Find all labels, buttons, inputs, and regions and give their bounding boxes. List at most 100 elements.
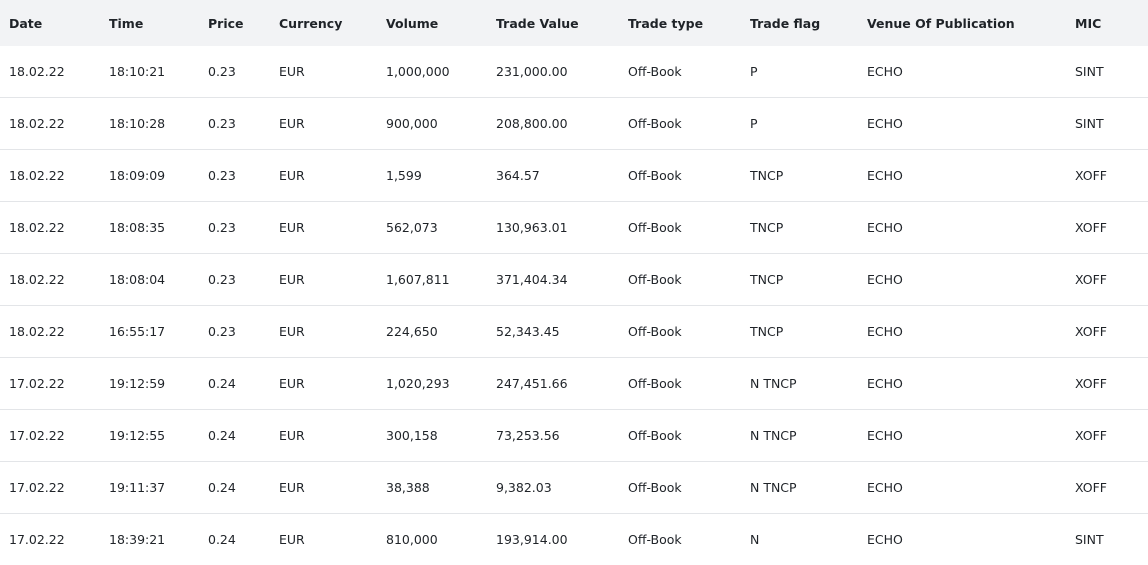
trade-flag-cell: P <box>741 98 858 150</box>
trade-type-cell: Off-Book <box>619 150 741 202</box>
trade-value-cell: 247,451.66 <box>487 358 619 410</box>
price-cell: 0.23 <box>199 306 270 358</box>
venue-cell: ECHO <box>858 150 1075 202</box>
currency-cell: EUR <box>270 410 377 462</box>
price-cell: 0.23 <box>199 202 270 254</box>
trade-flag-cell: TNCP <box>741 254 858 306</box>
mic-cell: XOFF <box>1075 462 1148 514</box>
mic-cell: XOFF <box>1075 150 1148 202</box>
currency-cell: EUR <box>270 150 377 202</box>
time-cell: 19:12:59 <box>100 358 199 410</box>
venue-cell: ECHO <box>858 410 1075 462</box>
time-cell: 16:55:17 <box>100 306 199 358</box>
table-header-row: Date Time Price Currency Volume Trade Va… <box>0 0 1148 46</box>
column-header-trade-flag[interactable]: Trade flag <box>741 0 858 46</box>
time-cell: 18:39:21 <box>100 514 199 565</box>
volume-cell: 1,020,293 <box>377 358 487 410</box>
column-header-currency[interactable]: Currency <box>270 0 377 46</box>
time-cell: 19:12:55 <box>100 410 199 462</box>
column-header-volume[interactable]: Volume <box>377 0 487 46</box>
column-header-venue-of-publication[interactable]: Venue Of Publication <box>858 0 1075 46</box>
mic-cell: XOFF <box>1075 410 1148 462</box>
volume-cell: 224,650 <box>377 306 487 358</box>
column-header-time[interactable]: Time <box>100 0 199 46</box>
trade-value-cell: 9,382.03 <box>487 462 619 514</box>
currency-cell: EUR <box>270 98 377 150</box>
currency-cell: EUR <box>270 514 377 565</box>
date-cell: 18.02.22 <box>0 202 100 254</box>
trade-value-cell: 52,343.45 <box>487 306 619 358</box>
price-cell: 0.23 <box>199 254 270 306</box>
trade-flag-cell: TNCP <box>741 306 858 358</box>
price-cell: 0.24 <box>199 410 270 462</box>
volume-cell: 1,607,811 <box>377 254 487 306</box>
price-cell: 0.23 <box>199 150 270 202</box>
column-header-date[interactable]: Date <box>0 0 100 46</box>
currency-cell: EUR <box>270 46 377 98</box>
venue-cell: ECHO <box>858 46 1075 98</box>
column-header-trade-value[interactable]: Trade Value <box>487 0 619 46</box>
trade-type-cell: Off-Book <box>619 514 741 565</box>
currency-cell: EUR <box>270 254 377 306</box>
date-cell: 18.02.22 <box>0 150 100 202</box>
price-cell: 0.24 <box>199 514 270 565</box>
price-cell: 0.24 <box>199 358 270 410</box>
trade-type-cell: Off-Book <box>619 358 741 410</box>
trade-value-cell: 130,963.01 <box>487 202 619 254</box>
volume-cell: 300,158 <box>377 410 487 462</box>
column-header-price[interactable]: Price <box>199 0 270 46</box>
date-cell: 18.02.22 <box>0 46 100 98</box>
date-cell: 18.02.22 <box>0 98 100 150</box>
date-cell: 17.02.22 <box>0 462 100 514</box>
volume-cell: 1,000,000 <box>377 46 487 98</box>
date-cell: 17.02.22 <box>0 514 100 565</box>
trade-value-cell: 208,800.00 <box>487 98 619 150</box>
mic-cell: SINT <box>1075 98 1148 150</box>
venue-cell: ECHO <box>858 514 1075 565</box>
trade-type-cell: Off-Book <box>619 254 741 306</box>
mic-cell: XOFF <box>1075 358 1148 410</box>
trade-flag-cell: N <box>741 514 858 565</box>
trade-value-cell: 371,404.34 <box>487 254 619 306</box>
volume-cell: 900,000 <box>377 98 487 150</box>
trade-type-cell: Off-Book <box>619 46 741 98</box>
price-cell: 0.23 <box>199 46 270 98</box>
column-header-trade-type[interactable]: Trade type <box>619 0 741 46</box>
trade-type-cell: Off-Book <box>619 306 741 358</box>
price-cell: 0.23 <box>199 98 270 150</box>
volume-cell: 810,000 <box>377 514 487 565</box>
volume-cell: 562,073 <box>377 202 487 254</box>
time-cell: 18:08:35 <box>100 202 199 254</box>
venue-cell: ECHO <box>858 98 1075 150</box>
trade-type-cell: Off-Book <box>619 98 741 150</box>
column-header-mic[interactable]: MIC <box>1075 0 1148 46</box>
trade-value-cell: 231,000.00 <box>487 46 619 98</box>
trade-flag-cell: N TNCP <box>741 462 858 514</box>
trade-flag-cell: P <box>741 46 858 98</box>
trade-type-cell: Off-Book <box>619 410 741 462</box>
mic-cell: SINT <box>1075 46 1148 98</box>
time-cell: 18:10:21 <box>100 46 199 98</box>
mic-cell: SINT <box>1075 514 1148 565</box>
trade-flag-cell: TNCP <box>741 202 858 254</box>
trade-value-cell: 364.57 <box>487 150 619 202</box>
time-cell: 18:08:04 <box>100 254 199 306</box>
venue-cell: ECHO <box>858 254 1075 306</box>
price-cell: 0.24 <box>199 462 270 514</box>
venue-cell: ECHO <box>858 462 1075 514</box>
volume-cell: 1,599 <box>377 150 487 202</box>
currency-cell: EUR <box>270 358 377 410</box>
trade-type-cell: Off-Book <box>619 202 741 254</box>
mic-cell: XOFF <box>1075 306 1148 358</box>
currency-cell: EUR <box>270 202 377 254</box>
trade-value-cell: 73,253.56 <box>487 410 619 462</box>
date-cell: 18.02.22 <box>0 306 100 358</box>
